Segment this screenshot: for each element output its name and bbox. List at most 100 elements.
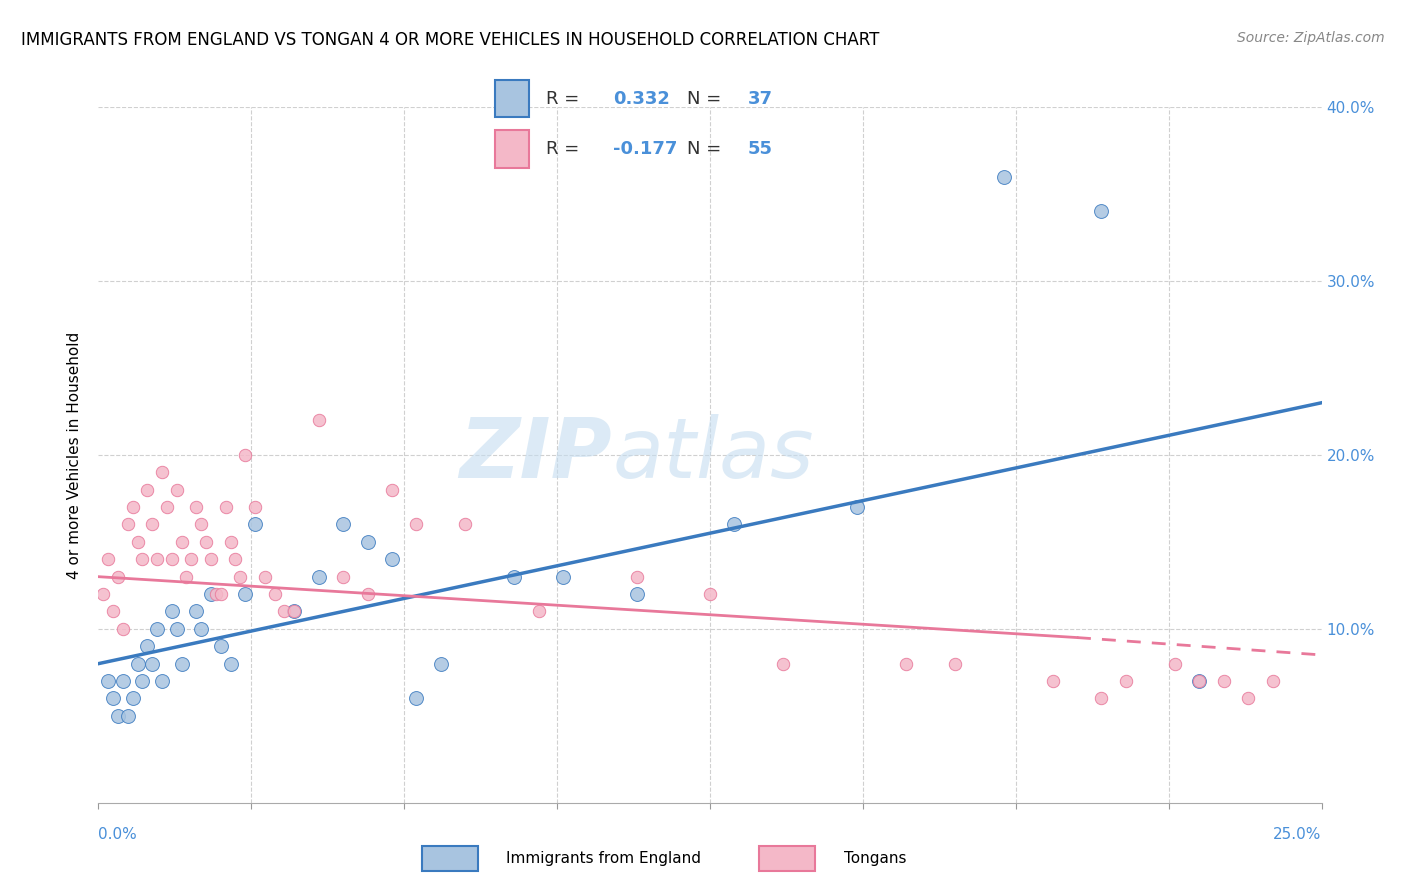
- Text: 25.0%: 25.0%: [1274, 827, 1322, 841]
- Text: atlas: atlas: [612, 415, 814, 495]
- Point: [209, 587, 232, 601]
- Point: [146, 552, 169, 566]
- Text: IMMIGRANTS FROM ENGLAND VS TONGAN 4 OR MORE VEHICLES IN HOUSEHOLD CORRELATION CH: IMMIGRANTS FROM ENGLAND VS TONGAN 4 OR M…: [21, 31, 880, 49]
- FancyBboxPatch shape: [495, 130, 529, 168]
- Point: [219, 657, 242, 671]
- Point: [131, 674, 153, 689]
- FancyBboxPatch shape: [759, 847, 815, 871]
- Point: [356, 534, 378, 549]
- Point: [283, 605, 305, 619]
- Point: [107, 708, 129, 723]
- Point: [1188, 674, 1211, 689]
- Point: [1212, 674, 1234, 689]
- Point: [160, 552, 183, 566]
- Point: [454, 517, 477, 532]
- Text: Source: ZipAtlas.com: Source: ZipAtlas.com: [1237, 31, 1385, 45]
- Point: [121, 500, 143, 514]
- Text: Tongans: Tongans: [844, 851, 905, 866]
- Point: [205, 587, 228, 601]
- Point: [527, 605, 550, 619]
- Point: [1115, 674, 1137, 689]
- Point: [170, 534, 193, 549]
- Point: [1164, 657, 1187, 671]
- Point: [127, 534, 149, 549]
- Point: [209, 639, 232, 653]
- Point: [107, 570, 129, 584]
- Point: [233, 448, 256, 462]
- Point: [405, 517, 427, 532]
- Point: [308, 570, 330, 584]
- Point: [332, 570, 354, 584]
- Point: [146, 622, 169, 636]
- Point: [97, 552, 120, 566]
- Point: [626, 587, 648, 601]
- Point: [229, 570, 252, 584]
- Point: [170, 657, 193, 671]
- Point: [186, 605, 208, 619]
- Point: [253, 570, 276, 584]
- Point: [993, 169, 1015, 184]
- Point: [699, 587, 721, 601]
- Point: [117, 708, 139, 723]
- Point: [263, 587, 285, 601]
- Text: 55: 55: [748, 141, 773, 159]
- Point: [150, 466, 173, 480]
- Point: [723, 517, 745, 532]
- Point: [101, 605, 124, 619]
- Point: [190, 622, 212, 636]
- FancyBboxPatch shape: [495, 80, 529, 118]
- Point: [1237, 691, 1260, 706]
- Point: [111, 674, 134, 689]
- Point: [150, 674, 173, 689]
- Point: [195, 534, 218, 549]
- Point: [381, 552, 404, 566]
- Point: [553, 570, 575, 584]
- Point: [136, 483, 159, 497]
- Text: -0.177: -0.177: [613, 141, 678, 159]
- Point: [200, 587, 222, 601]
- Point: [160, 605, 183, 619]
- Point: [332, 517, 354, 532]
- Point: [1090, 691, 1112, 706]
- Point: [176, 570, 198, 584]
- Point: [943, 657, 966, 671]
- Point: [243, 500, 266, 514]
- Text: R =: R =: [546, 141, 585, 159]
- Point: [430, 657, 453, 671]
- Point: [772, 657, 794, 671]
- Text: 0.332: 0.332: [613, 90, 669, 108]
- Text: Immigrants from England: Immigrants from England: [506, 851, 702, 866]
- Point: [190, 517, 212, 532]
- Text: ZIP: ZIP: [460, 415, 612, 495]
- Point: [356, 587, 378, 601]
- Point: [111, 622, 134, 636]
- Point: [156, 500, 179, 514]
- Point: [503, 570, 526, 584]
- Text: N =: N =: [688, 141, 727, 159]
- Point: [127, 657, 149, 671]
- Point: [308, 413, 330, 427]
- Point: [101, 691, 124, 706]
- Point: [219, 534, 242, 549]
- Point: [626, 570, 648, 584]
- Point: [141, 517, 163, 532]
- Point: [1188, 674, 1211, 689]
- FancyBboxPatch shape: [422, 847, 478, 871]
- Point: [233, 587, 256, 601]
- Point: [1090, 204, 1112, 219]
- Point: [1042, 674, 1064, 689]
- Point: [121, 691, 143, 706]
- Point: [381, 483, 404, 497]
- Point: [894, 657, 917, 671]
- Point: [97, 674, 120, 689]
- Point: [214, 500, 236, 514]
- Point: [224, 552, 246, 566]
- Point: [283, 605, 305, 619]
- Text: N =: N =: [688, 90, 727, 108]
- Point: [166, 622, 188, 636]
- Point: [243, 517, 266, 532]
- Point: [1261, 674, 1284, 689]
- Text: 0.0%: 0.0%: [98, 827, 138, 841]
- Y-axis label: 4 or more Vehicles in Household: 4 or more Vehicles in Household: [67, 331, 83, 579]
- Point: [845, 500, 868, 514]
